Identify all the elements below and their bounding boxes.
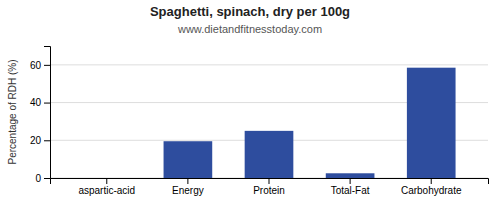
- bar: [82, 178, 131, 179]
- tick-label: 40: [30, 97, 42, 108]
- plot: 0 20 40 60 aspartic-acid Energy Protein Total-F…: [30, 47, 489, 197]
- tick: 20: [30, 135, 50, 146]
- tick-label: Energy: [172, 185, 204, 196]
- title: Spaghetti, spinach, dry per 100g: [150, 4, 350, 19]
- chart: Spaghetti, spinach, dry per 100g www.diet…: [0, 0, 500, 200]
- tick: aspartic-acid: [78, 178, 135, 196]
- tick-mark: [44, 65, 50, 66]
- bar: [407, 68, 456, 178]
- tick: Protein: [253, 178, 285, 196]
- bars: [164, 68, 456, 178]
- tick-label: 0: [35, 173, 41, 184]
- tick-label: Protein: [253, 185, 285, 196]
- grid: [50, 65, 488, 178]
- tick: Energy: [172, 178, 204, 196]
- tick-mark: [44, 103, 50, 104]
- tick: 40: [30, 97, 50, 108]
- y-axis-title: Percentage of RDH (%): [7, 59, 18, 164]
- tick-label: 20: [30, 135, 42, 146]
- bar: [164, 141, 213, 178]
- axis-line: [51, 179, 489, 185]
- subtitle: www.dietandfitnesstoday.com: [177, 23, 322, 35]
- grid-line: [50, 64, 488, 65]
- bar: [326, 173, 375, 178]
- tick-mark: [106, 178, 107, 184]
- tick: Total-Fat: [331, 178, 370, 196]
- tick-label: Total-Fat: [331, 185, 370, 196]
- tick: 60: [30, 60, 50, 71]
- x-axis: aspartic-acid Energy Protein Total-Fat Carbo…: [51, 178, 489, 196]
- tick-mark: [431, 178, 432, 184]
- tick-label: Carbohydrate: [401, 185, 462, 196]
- tick: 0: [35, 173, 50, 184]
- tick-label: aspartic-acid: [78, 185, 135, 196]
- tick-mark: [44, 140, 50, 141]
- tick-mark: [44, 178, 50, 179]
- tick-label: 60: [30, 60, 42, 71]
- tick-mark: [187, 178, 188, 184]
- y-axis: 0 20 40 60: [30, 47, 51, 184]
- tick: Carbohydrate: [401, 178, 462, 196]
- bar: [245, 131, 294, 178]
- tick-mark: [269, 178, 270, 184]
- tick-mark: [350, 178, 351, 184]
- axis-line: [44, 47, 51, 179]
